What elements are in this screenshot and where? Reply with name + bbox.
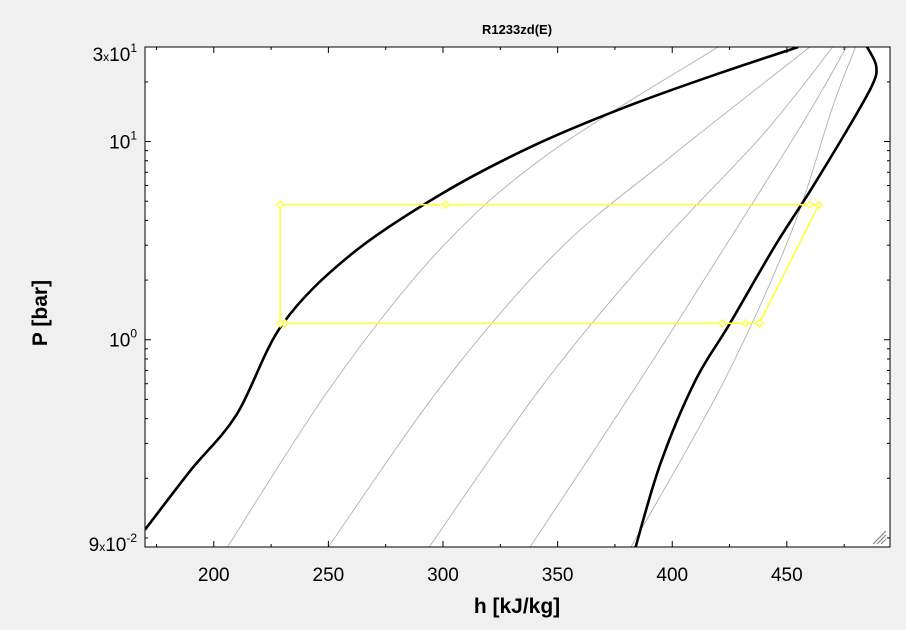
y-axis-label: P [bar] xyxy=(29,280,52,346)
y-axis-ticks: 3x101 101 100 9x10-2 xyxy=(89,41,890,556)
x-tick-label: 400 xyxy=(656,565,688,586)
x-tick-label: 200 xyxy=(198,565,230,586)
cycle-state-point xyxy=(754,318,764,328)
x-axis-label: h [kJ/kg] xyxy=(474,595,560,618)
isentrope-line-3 xyxy=(428,47,834,547)
chart-title: R1233zd(E) xyxy=(482,22,552,37)
refrigeration-cycle xyxy=(275,200,824,328)
y-tick-label: 100 xyxy=(109,327,137,352)
saturation-dome xyxy=(145,47,878,547)
plot-frame xyxy=(144,46,891,548)
plot-area xyxy=(145,47,890,547)
isentrope-line-2 xyxy=(328,47,811,547)
y-tick-label: 101 xyxy=(109,129,137,154)
x-tick-label: 450 xyxy=(771,565,803,586)
saturated-vapor-line xyxy=(634,47,878,547)
x-axis-ticks: 200 250 300 350 400 450 xyxy=(155,47,845,586)
cycle-state-point xyxy=(741,318,751,328)
cycle-state-point xyxy=(814,200,824,210)
y-tick-label: 9x10-2 xyxy=(89,531,138,556)
resize-grip-icon[interactable] xyxy=(872,530,887,545)
x-tick-label: 250 xyxy=(313,565,345,586)
x-tick-label: 300 xyxy=(427,565,459,586)
y-tick-label: 3x101 xyxy=(93,41,138,66)
saturated-liquid-line xyxy=(145,47,799,531)
cycle-state-point xyxy=(275,318,285,328)
isentrope-line-4 xyxy=(529,47,847,547)
cycle-state-point xyxy=(718,318,728,328)
cycle-state-point xyxy=(275,200,285,210)
x-tick-label: 350 xyxy=(542,565,574,586)
isentrope-line-5 xyxy=(630,47,857,547)
cycle-state-point xyxy=(440,200,450,210)
cycle-state-point xyxy=(805,200,815,210)
